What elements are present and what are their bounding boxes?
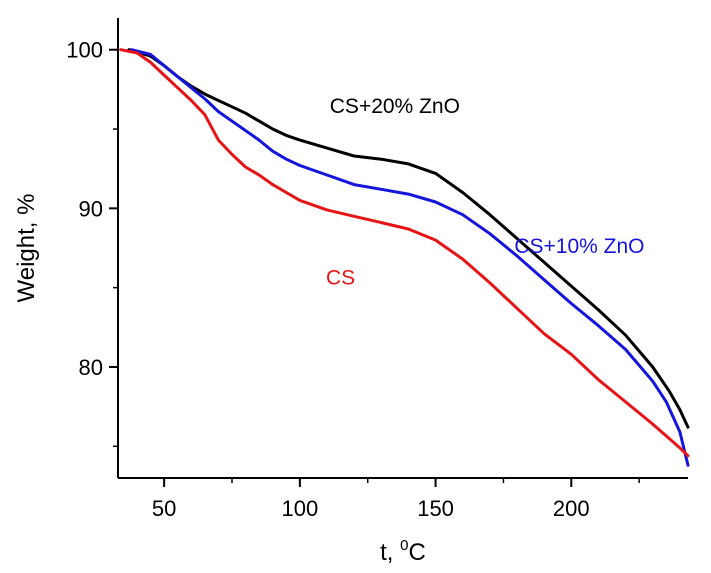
y-tick-label: 90	[79, 196, 103, 221]
x-axis-title-space	[393, 539, 400, 566]
y-tick-label: 100	[66, 38, 103, 63]
x-tick-label: 150	[417, 496, 454, 521]
x-tick-label: 200	[553, 496, 590, 521]
y-axis-title: Weight, %	[13, 194, 40, 303]
x-tick-label: 100	[281, 496, 318, 521]
series-label-cs-10-zno: CS+10% ZnO	[514, 235, 644, 258]
x-axis-title-sup: 0	[400, 537, 408, 554]
series-label-cs: CS	[326, 266, 355, 289]
series-label-cs-20-zno: CS+20% ZnO	[330, 95, 460, 118]
x-axis-title-unit: C	[409, 539, 426, 566]
series-line-cs-10-zno	[130, 48, 690, 467]
labels-group: CS+20% ZnO CS+10% ZnO CS	[326, 95, 645, 289]
x-axis-title: t, 0C	[380, 537, 426, 566]
series-line-cs	[119, 48, 690, 458]
series-group	[119, 48, 690, 467]
series-line-cs-20-zno	[127, 48, 690, 429]
y-tick-label: 80	[79, 355, 103, 380]
x-tick-label: 50	[152, 496, 176, 521]
ticks-group: 50 100 150 200 80 90 100	[66, 38, 640, 521]
x-axis-title-main: t,	[380, 539, 393, 566]
